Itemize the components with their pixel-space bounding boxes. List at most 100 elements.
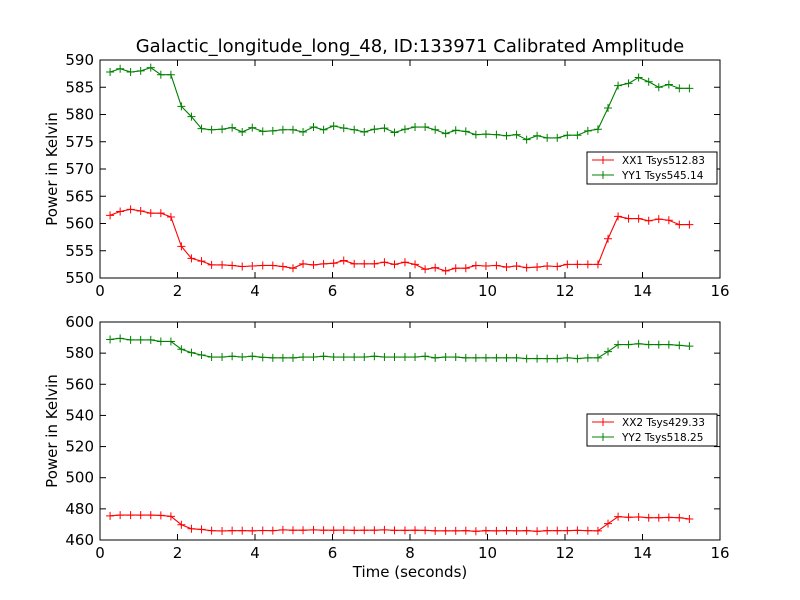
data-point <box>614 512 623 521</box>
x-tick-label: 16 <box>710 544 729 562</box>
data-point <box>522 263 531 272</box>
data-point <box>502 526 511 535</box>
data-point <box>512 353 521 362</box>
data-point <box>156 70 165 79</box>
legend-label: XX1 Tsys512.83 <box>622 155 705 167</box>
data-point <box>238 127 247 136</box>
data-point <box>461 526 470 535</box>
data-point <box>563 131 572 140</box>
data-point <box>563 526 572 535</box>
data-point <box>248 262 257 271</box>
data-point <box>400 258 409 267</box>
data-point <box>685 220 694 229</box>
data-point <box>350 125 359 134</box>
data-point <box>278 262 287 271</box>
y-tick-label: 560 <box>65 215 94 233</box>
data-point <box>481 262 490 271</box>
series-line <box>109 67 690 141</box>
data-point <box>380 124 389 133</box>
data-point <box>299 259 308 268</box>
data-point <box>187 524 196 533</box>
data-point <box>350 353 359 362</box>
data-point <box>451 126 460 135</box>
data-point <box>197 351 206 360</box>
data-point <box>421 123 430 132</box>
data-point <box>360 127 369 136</box>
data-point <box>319 125 328 134</box>
data-point <box>533 263 542 272</box>
data-point <box>421 265 430 274</box>
x-tick-label: 14 <box>633 544 652 562</box>
data-point <box>604 347 613 356</box>
data-point <box>685 84 694 93</box>
data-point <box>166 212 175 221</box>
y-tick-label: 570 <box>65 160 94 178</box>
data-point <box>106 335 115 344</box>
x-tick-label: 12 <box>555 282 574 300</box>
data-point <box>258 526 267 535</box>
data-point <box>664 216 673 225</box>
legend-marker <box>599 418 607 426</box>
data-point <box>329 259 338 268</box>
data-point <box>319 259 328 268</box>
data-point <box>654 513 663 522</box>
series-2-1 <box>106 511 694 536</box>
chart-title: Galactic_longitude_long_48, ID:133971 Ca… <box>136 36 685 57</box>
data-point <box>604 519 613 528</box>
data-point <box>573 526 582 535</box>
data-point <box>187 112 196 121</box>
data-point <box>502 131 511 140</box>
data-point <box>614 212 623 221</box>
x-tick-label: 4 <box>250 544 260 562</box>
x-axis-label: Time (seconds) <box>352 563 468 581</box>
series-line <box>110 337 690 360</box>
data-point <box>207 260 216 269</box>
data-point <box>350 526 359 535</box>
data-point <box>288 264 297 273</box>
data-point <box>431 125 440 134</box>
data-point <box>166 337 175 346</box>
data-point <box>664 340 673 349</box>
x-tick-label: 8 <box>405 544 415 562</box>
data-point <box>319 526 328 535</box>
x-tick-label: 6 <box>328 282 338 300</box>
data-point <box>533 131 542 140</box>
data-point <box>431 263 440 272</box>
data-point <box>166 70 175 79</box>
x-tick-label: 8 <box>405 282 415 300</box>
data-point <box>573 131 582 140</box>
data-point <box>411 260 420 269</box>
legend-label: XX2 Tsys429.33 <box>622 417 705 429</box>
data-point <box>248 123 257 132</box>
data-point <box>258 261 267 270</box>
data-point <box>146 511 155 520</box>
data-point <box>502 353 511 362</box>
data-point <box>207 125 216 134</box>
data-point <box>624 513 633 522</box>
data-point <box>329 121 338 130</box>
data-point <box>543 262 552 271</box>
data-point <box>278 125 287 134</box>
data-point <box>492 353 501 362</box>
data-point <box>218 260 227 269</box>
data-point <box>248 352 257 361</box>
data-point <box>329 526 338 535</box>
data-point <box>339 526 348 535</box>
data-point <box>187 348 196 357</box>
data-point <box>522 354 531 363</box>
y-tick-label: 460 <box>65 531 94 549</box>
data-point <box>492 130 501 139</box>
y-tick-label: 585 <box>65 78 94 96</box>
data-point <box>370 352 379 361</box>
data-point <box>461 353 470 362</box>
data-point <box>492 526 501 535</box>
data-point <box>299 526 308 535</box>
data-point <box>573 354 582 363</box>
x-tick-label: 0 <box>95 544 105 562</box>
data-point <box>583 353 592 362</box>
top-plot: 0 2 4 6 8 10 12 14 16 550 555 560 565 570 575 580 585 590… <box>43 51 730 300</box>
data-point <box>218 526 227 535</box>
series-1-1 <box>106 205 694 275</box>
data-point <box>288 353 297 362</box>
